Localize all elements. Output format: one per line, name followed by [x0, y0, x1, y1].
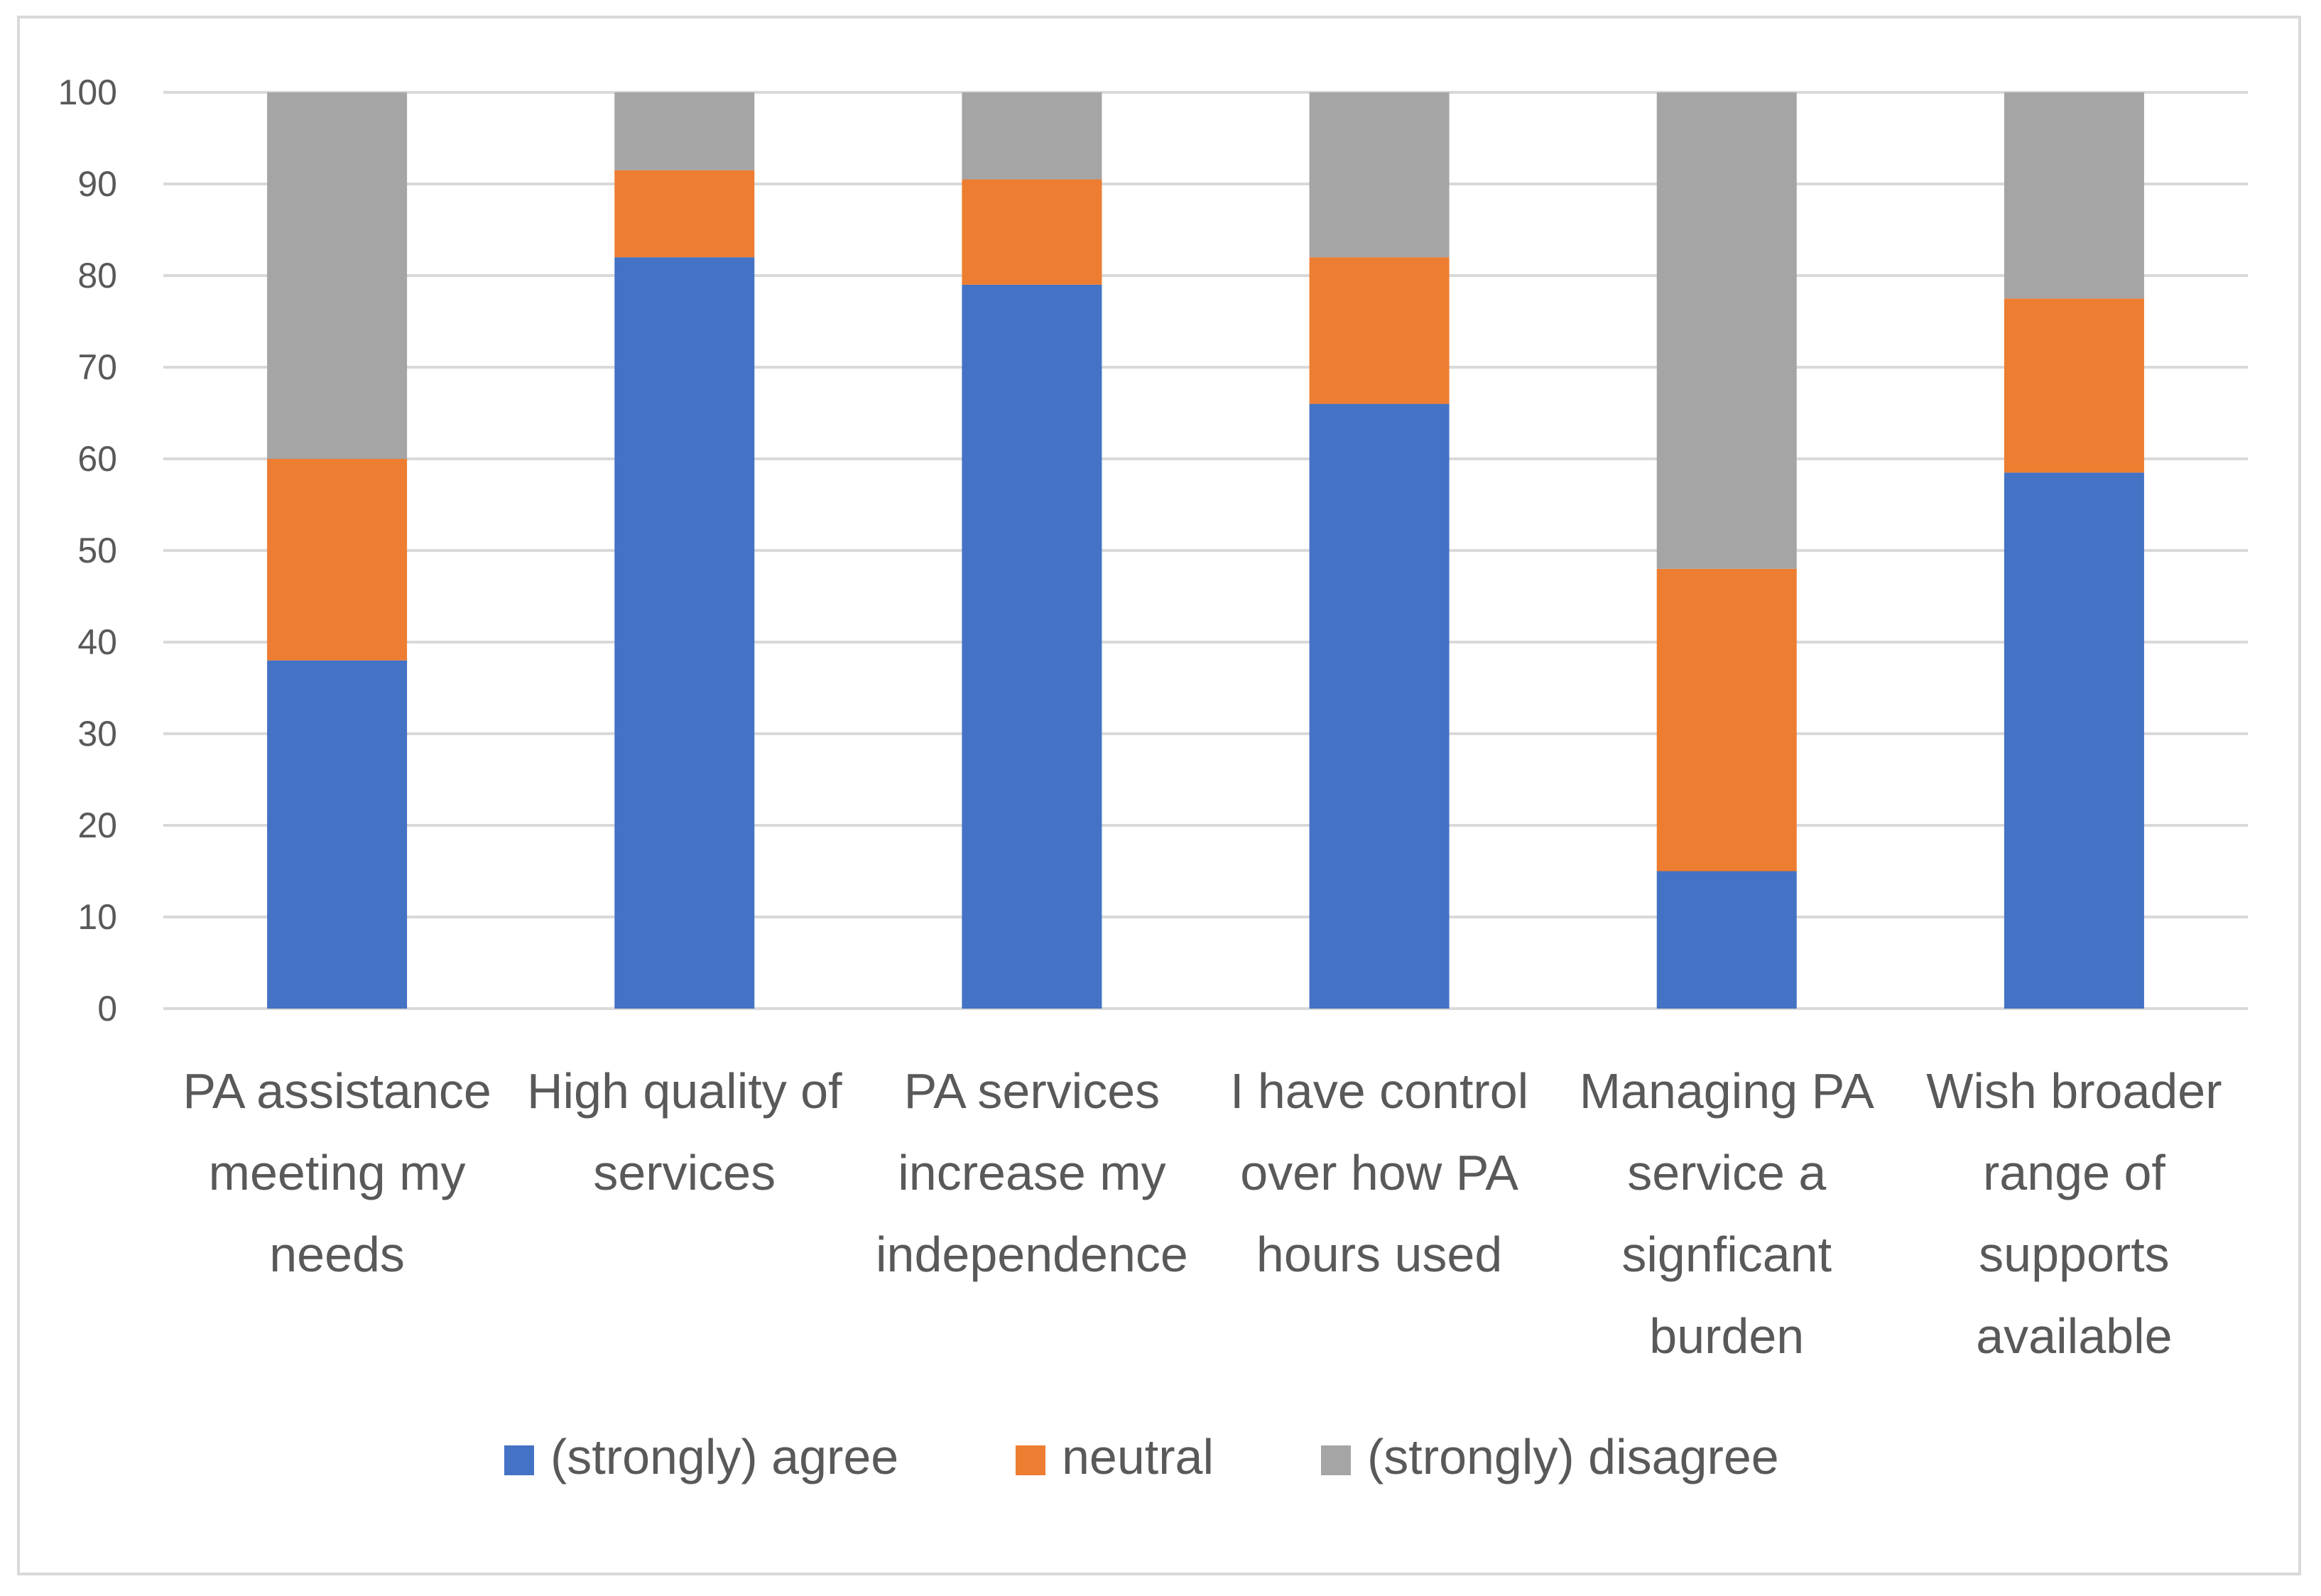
bar-segment-2-category-2 [614, 170, 755, 258]
bars [267, 92, 2144, 1009]
category-label-1: PA assistance meeting my needs [183, 1063, 491, 1282]
y-axis-ticks: 0 10 20 30 40 50 60 70 80 90 100 [58, 72, 117, 1028]
bar-segment-3-category-1 [267, 92, 408, 459]
legend-swatch-2 [1016, 1445, 1045, 1475]
category-label-6: Wish broader range of supports available [1926, 1063, 2222, 1364]
y-tick-label: 90 [77, 164, 117, 204]
category-label-5: Managing PA service a signficant burden [1580, 1063, 1874, 1364]
bar-segment-1-category-6 [2004, 472, 2144, 1009]
y-tick-label: 80 [77, 256, 117, 295]
bar-segment-2-category-5 [1656, 568, 1797, 872]
bar-segment-1-category-4 [1309, 403, 1450, 1009]
y-tick-label: 30 [77, 714, 117, 754]
bar-segment-3-category-6 [2004, 92, 2144, 299]
category-label-4: I have control over how PA hours used [1230, 1063, 1528, 1282]
x-axis-labels: PA assistance meeting my needs High quality… [183, 1063, 2222, 1364]
legend: (strongly) agree neutral (strongly) disagr… [504, 1429, 1779, 1484]
legend-label-3: (strongly) disagree [1367, 1429, 1779, 1484]
legend-swatch-1 [504, 1445, 534, 1475]
bar-segment-2-category-4 [1309, 257, 1450, 404]
bar-segment-1-category-2 [614, 257, 755, 1009]
y-tick-label: 50 [77, 531, 117, 570]
y-tick-label: 20 [77, 805, 117, 845]
legend-swatch-3 [1321, 1445, 1351, 1475]
bar-segment-2-category-3 [962, 179, 1102, 285]
bar-segment-3-category-4 [1309, 92, 1450, 258]
bar-segment-3-category-2 [614, 92, 755, 170]
y-tick-label: 60 [77, 439, 117, 479]
bar-segment-1-category-5 [1656, 871, 1797, 1009]
bar-segment-3-category-3 [962, 92, 1102, 180]
bar-segment-2-category-6 [2004, 298, 2144, 473]
y-tick-label: 0 [97, 989, 117, 1028]
y-tick-label: 70 [77, 347, 117, 387]
bar-segment-3-category-5 [1656, 92, 1797, 569]
legend-label-1: (strongly) agree [550, 1429, 898, 1484]
y-tick-label: 100 [58, 72, 117, 112]
y-tick-label: 10 [77, 897, 117, 937]
legend-label-2: neutral [1062, 1429, 1214, 1484]
category-label-2: High quality of services [527, 1063, 842, 1200]
gridlines [163, 91, 2248, 1010]
bar-segment-1-category-1 [267, 660, 408, 1009]
y-tick-label: 40 [77, 622, 117, 662]
bar-segment-1-category-3 [962, 284, 1102, 1009]
category-label-3: PA services increase my independence [876, 1063, 1188, 1282]
bar-segment-2-category-1 [267, 459, 408, 661]
